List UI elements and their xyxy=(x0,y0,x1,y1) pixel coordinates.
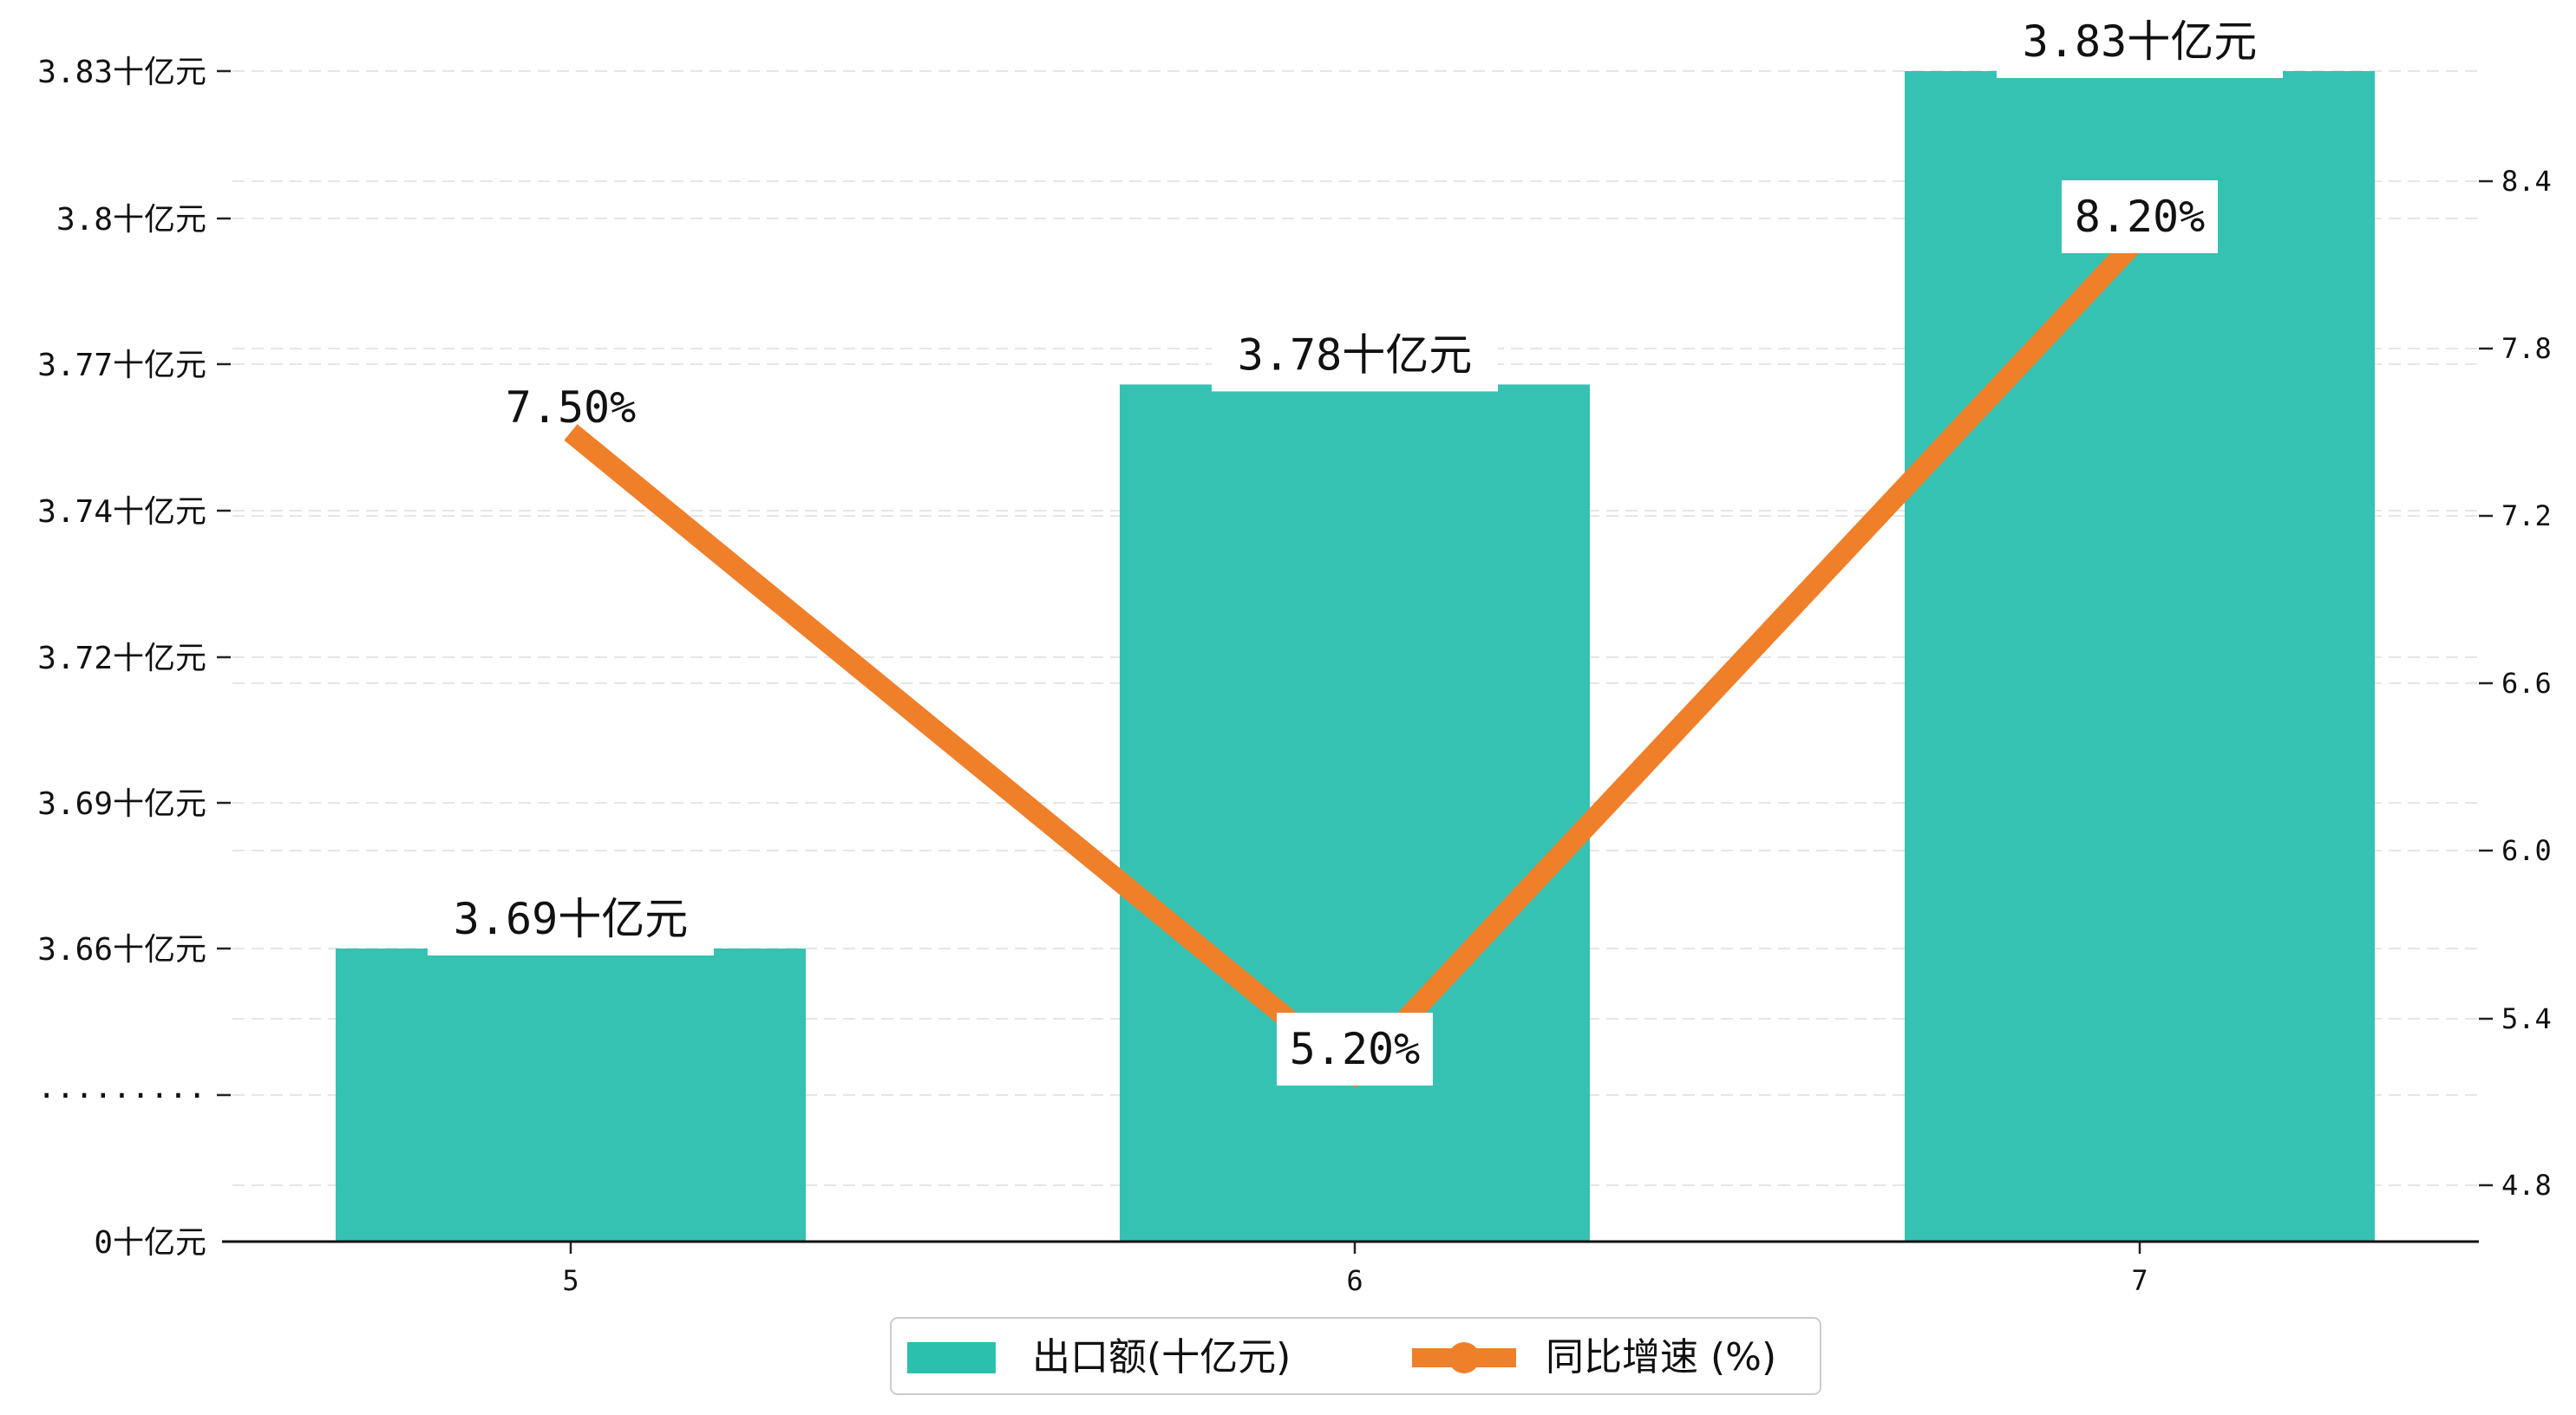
legend-box xyxy=(890,1317,1821,1395)
legend: 出口额(十亿元) 同比增速 (%) xyxy=(890,1317,1821,1395)
growth-value-label: 5.20% xyxy=(1277,1013,1433,1086)
bar-6 xyxy=(1120,384,1590,1242)
bar-value-label: 3.83十亿元 xyxy=(1997,5,2283,78)
growth-value-label-text: 8.20% xyxy=(2075,192,2206,242)
data-labels: 3.69十亿元 3.78十亿元 3.83十亿元 7.50% 5.20% 8.20% xyxy=(428,5,2283,1086)
y-right-tick-label: 6.0 xyxy=(2501,834,2552,867)
bar-value-label-box xyxy=(428,883,714,955)
y-left-tick-label: 3.83十亿元 xyxy=(37,55,206,90)
growth-value-label: 7.50% xyxy=(506,382,637,433)
x-tick-label: 6 xyxy=(1346,1264,1363,1297)
bar-value-label-text: 3.78十亿元 xyxy=(1238,329,1472,380)
growth-value-label: 8.20% xyxy=(2062,180,2218,253)
y-right-tick-label: 6.6 xyxy=(2501,667,2552,700)
legend-line-marker xyxy=(1448,1342,1480,1373)
y-left-tick-label: 3.74十亿元 xyxy=(37,494,206,530)
growth-value-label-box xyxy=(2062,180,2218,253)
bar-value-label-text: 3.69十亿元 xyxy=(454,894,688,944)
bar-value-label: 3.69十亿元 xyxy=(428,883,714,955)
legend-bar-swatch xyxy=(907,1342,996,1373)
y-right-tick-label: 7.8 xyxy=(2501,332,2552,365)
legend-line-label: 同比增速 (%) xyxy=(1546,1335,1776,1379)
y-right-tick-label: 7.2 xyxy=(2501,499,2552,532)
growth-value-label-text: 5.20% xyxy=(1290,1024,1421,1074)
y-left-tick-label: 3.69十亿元 xyxy=(37,786,206,822)
bar-5 xyxy=(336,949,806,1242)
y-left-tick-label: 0十亿元 xyxy=(94,1225,206,1261)
bar-value-label-box xyxy=(1212,318,1498,392)
y-right-tick-label: 5.4 xyxy=(2501,1002,2552,1035)
y-left-tick-label: 3.66十亿元 xyxy=(37,932,206,968)
bar-value-label-text: 3.83十亿元 xyxy=(2023,16,2257,67)
x-tick-label: 5 xyxy=(562,1264,579,1297)
legend-bar-label: 出口额(十亿元) xyxy=(1032,1335,1291,1379)
bar-value-label: 3.78十亿元 xyxy=(1212,318,1498,392)
y-left-tick-label: ········· xyxy=(37,1079,206,1114)
y-right-tick-label: 8.4 xyxy=(2501,165,2552,198)
x-tick-label: 7 xyxy=(2131,1264,2148,1297)
y-left-tick-label: 3.8十亿元 xyxy=(56,202,206,238)
bar-value-label-box xyxy=(1997,5,2283,78)
bars xyxy=(336,71,2375,1242)
y-right-tick-label: 4.8 xyxy=(2501,1169,2552,1202)
growth-value-label-box xyxy=(1277,1013,1433,1086)
y-left-tick-label: 3.77十亿元 xyxy=(37,348,206,383)
axes: 0十亿元 ········· 3.66十亿元 3.69十亿元 3.72十亿元 3.74十亿… xyxy=(37,55,2552,1297)
bar-7 xyxy=(1905,71,2375,1242)
y-left-tick-label: 3.72十亿元 xyxy=(37,641,206,676)
